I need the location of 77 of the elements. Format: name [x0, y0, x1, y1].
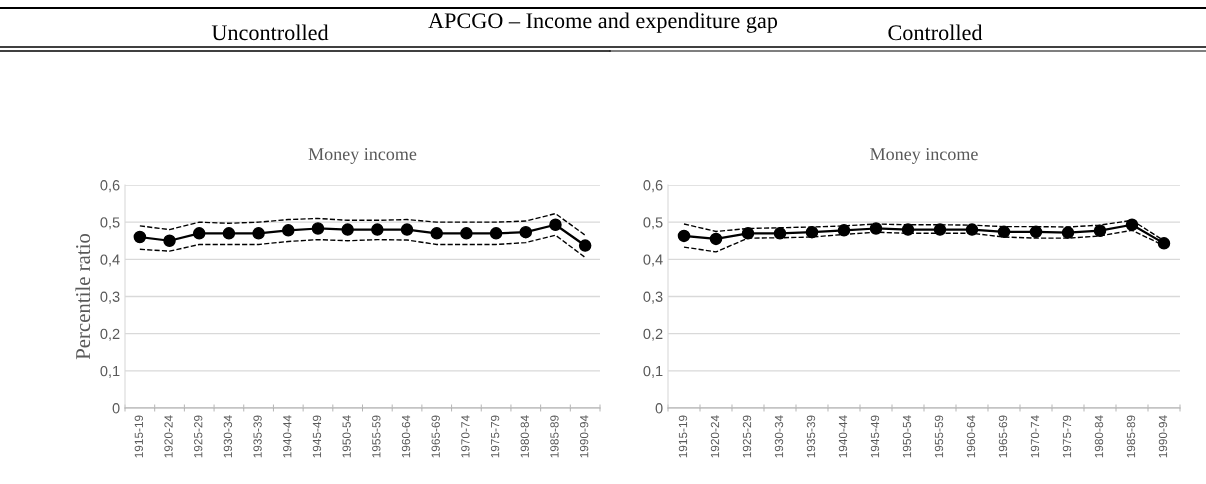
x-tick-label: 1915-19 [134, 415, 144, 458]
x-tick-label: 1925-29 [194, 415, 203, 458]
point [709, 232, 723, 246]
line-series [139, 212, 586, 236]
point [773, 227, 787, 240]
x-tick-label: 1980-84 [1094, 415, 1104, 458]
x-tick-label: 1970-74 [1030, 415, 1040, 458]
point [282, 224, 295, 237]
y-tick-label: 0 [655, 403, 663, 414]
point [489, 227, 503, 240]
x-tick-label: 1955-59 [934, 415, 944, 458]
x-tick-label: 1940-44 [838, 415, 848, 458]
x-tick-label: 1930-34 [223, 415, 233, 458]
point [933, 223, 947, 236]
y-tick-label: 0,6 [100, 180, 120, 193]
y-tick-label: 0,4 [643, 254, 663, 267]
y-tick-label: 0,5 [100, 217, 120, 230]
x-tick-label: 1945-49 [870, 415, 880, 458]
y-tick-label: 0 [112, 403, 120, 414]
x-tick-label: 1975-79 [1062, 415, 1072, 458]
x-tick-label: 1985-89 [550, 415, 559, 458]
x-tick-label: 1915-19 [678, 415, 688, 458]
x-tick-label: 1990-94 [579, 415, 589, 458]
point [163, 234, 176, 248]
x-tick-label: 1925-29 [742, 415, 752, 458]
point [1093, 224, 1107, 237]
y-tick-label: 0,4 [100, 254, 120, 267]
point [430, 227, 443, 240]
x-tick-label: 1965-69 [998, 415, 1008, 458]
point [311, 222, 325, 235]
x-tick-label: 1950-54 [902, 415, 912, 458]
x-tick-label: 1920-24 [164, 415, 173, 458]
point [578, 239, 592, 252]
x-tick-label: 1985-89 [1126, 415, 1136, 458]
point [341, 223, 354, 236]
x-tick-label: 1970-74 [461, 415, 470, 458]
point [252, 227, 265, 240]
point [133, 230, 147, 244]
point [371, 223, 384, 236]
x-tick-label: 1960-64 [401, 415, 411, 458]
x-tick-label: 1960-64 [966, 415, 976, 458]
point [1029, 225, 1043, 239]
point [222, 227, 236, 240]
y-tick-label: 0,1 [643, 365, 663, 378]
chart-title: Money income [308, 148, 417, 164]
chart-subtitle: Uncontrolled [211, 24, 329, 41]
x-tick-label: 1935-39 [253, 415, 262, 458]
x-tick-label: 1945-49 [312, 415, 322, 458]
x-tick-label: 1965-69 [431, 415, 440, 458]
y-tick-label: 0,6 [643, 180, 663, 193]
point [677, 229, 691, 243]
point [400, 223, 414, 236]
y-axis-title: Percentile ratio [75, 233, 91, 360]
x-tick-label: 1930-34 [774, 415, 784, 458]
point [460, 227, 473, 240]
x-tick-label: 1920-24 [710, 415, 720, 458]
y-tick-label: 0,2 [100, 328, 120, 341]
x-tick-label: 1990-94 [1158, 415, 1168, 458]
line-series [139, 234, 586, 259]
x-tick-label: 1950-54 [342, 415, 351, 458]
chart-subtitle: Controlled [888, 24, 983, 41]
text: APCGO – Income and expenditure gap [428, 12, 778, 33]
point [549, 218, 562, 232]
y-tick-label: 0,2 [643, 328, 663, 341]
x-tick-label: 1940-44 [283, 415, 292, 458]
y-tick-label: 0,5 [643, 217, 663, 230]
x-tick-label: 1955-59 [372, 415, 381, 458]
point [192, 227, 206, 240]
x-tick-label: 1935-39 [806, 415, 816, 458]
y-tick-label: 0,3 [643, 291, 663, 304]
point [519, 225, 533, 239]
x-tick-label: 1975-79 [490, 415, 500, 458]
point [1157, 237, 1171, 250]
y-tick-label: 0,3 [100, 291, 120, 304]
y-tick-label: 0,1 [100, 365, 120, 378]
chart-title: Money income [870, 148, 978, 164]
x-tick-label: 1980-84 [520, 415, 529, 458]
